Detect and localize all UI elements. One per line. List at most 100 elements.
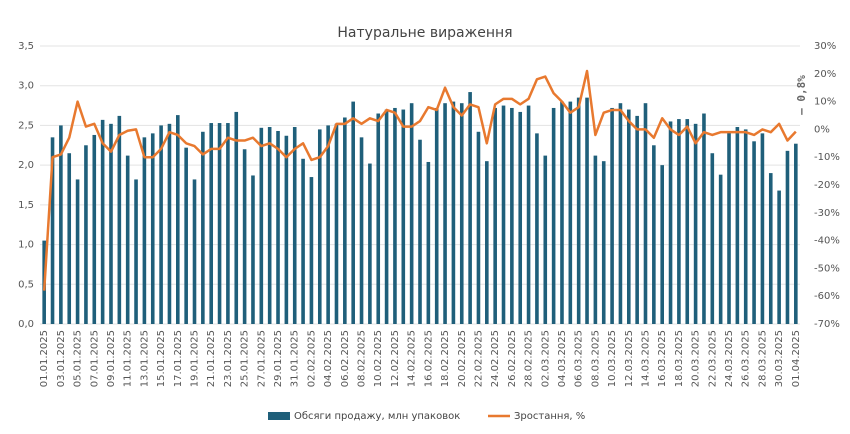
- y2-tick-label: 10%: [814, 97, 836, 108]
- x-tick-label: 26.02.2025: [507, 330, 518, 387]
- bar: [543, 155, 548, 324]
- legend-label: Зростання, %: [514, 411, 585, 422]
- bar: [59, 125, 63, 324]
- bar: [159, 125, 163, 324]
- y2-tick-label: -40%: [814, 236, 840, 247]
- bar: [134, 179, 138, 324]
- bar: [677, 119, 681, 325]
- bar: [476, 131, 481, 324]
- x-tick-label: 18.02.2025: [440, 330, 451, 387]
- bar: [760, 133, 765, 324]
- bar: [393, 107, 397, 324]
- bar: [100, 119, 105, 325]
- bar: [242, 149, 247, 324]
- bar: [50, 137, 55, 324]
- bar: [226, 123, 230, 324]
- chart-title: Натуральне вираження: [337, 25, 512, 41]
- bar: [735, 127, 740, 324]
- x-tick-label: 20.03.2025: [691, 330, 702, 387]
- bar: [176, 115, 180, 324]
- bar: [785, 150, 790, 324]
- bar: [284, 135, 289, 324]
- x-tick-label: 24.03.2025: [724, 330, 735, 387]
- x-tick-label: 07.01.2025: [89, 330, 100, 387]
- bar: [434, 107, 439, 324]
- x-tick-label: 22.02.2025: [473, 330, 484, 387]
- bar: [485, 161, 489, 324]
- x-tick-label: 14.03.2025: [640, 330, 651, 387]
- x-tick-label: 16.03.2025: [657, 330, 668, 387]
- x-tick-label: 06.02.2025: [340, 330, 351, 387]
- bar: [343, 117, 347, 324]
- x-tick-label: 16.02.2025: [423, 330, 434, 387]
- x-tick-label: 10.02.2025: [373, 330, 384, 387]
- bar: [209, 123, 214, 324]
- bar: [610, 107, 614, 324]
- y2-tick-label: 0%: [814, 124, 830, 135]
- bar: [125, 155, 130, 324]
- bar: [251, 175, 255, 324]
- x-tick-label: 12.02.2025: [390, 330, 401, 387]
- bar: [401, 109, 406, 325]
- bar: [685, 119, 690, 325]
- x-tick-label: 21.01.2025: [206, 330, 217, 387]
- bar: [693, 123, 698, 324]
- bar: [67, 153, 72, 324]
- bar: [626, 109, 631, 325]
- x-tick-label: 04.03.2025: [557, 330, 568, 387]
- bar: [359, 137, 364, 324]
- y2-tick-label: -70%: [814, 319, 840, 330]
- bar: [167, 123, 172, 324]
- y2-tick-label: -60%: [814, 291, 840, 302]
- bar: [426, 161, 431, 324]
- bar: [217, 123, 222, 324]
- bar: [643, 103, 648, 324]
- y-tick-label: 0,5: [18, 279, 34, 290]
- bar: [184, 147, 188, 324]
- x-tick-label: 02.02.2025: [306, 330, 317, 387]
- x-tick-label: 08.02.2025: [357, 330, 368, 387]
- bar: [409, 103, 414, 324]
- bar: [652, 145, 656, 324]
- bar: [267, 127, 272, 324]
- bar: [526, 105, 531, 324]
- bar: [743, 129, 748, 324]
- bar: [75, 179, 80, 324]
- x-tick-label: 08.03.2025: [590, 330, 601, 387]
- bar: [451, 101, 456, 324]
- y-tick-label: 3,5: [18, 41, 34, 52]
- x-tick-label: 24.02.2025: [490, 330, 501, 387]
- bar: [192, 179, 197, 324]
- bar: [317, 129, 322, 324]
- x-tick-label: 13.01.2025: [139, 330, 150, 387]
- bar: [601, 161, 606, 324]
- bar: [518, 111, 523, 324]
- y-tick-label: 0,0: [18, 319, 34, 330]
- x-tick-label: 23.01.2025: [223, 330, 234, 387]
- bar: [368, 163, 372, 324]
- annotation: – 0,8%: [795, 75, 808, 115]
- x-tick-label: 26.03.2025: [741, 330, 752, 387]
- bar: [351, 101, 355, 324]
- y2-tick-label: 20%: [814, 69, 836, 80]
- x-tick-label: 20.02.2025: [457, 330, 468, 387]
- x-tick-label: 31.01.2025: [290, 330, 301, 387]
- bar: [710, 153, 715, 324]
- bar: [727, 131, 731, 324]
- bar: [443, 103, 447, 324]
- y2-tick-label: 30%: [814, 41, 836, 52]
- x-tick-label: 22.03.2025: [707, 330, 718, 387]
- bar: [117, 115, 122, 324]
- x-tick-label: 05.01.2025: [73, 330, 84, 387]
- bar: [585, 97, 589, 324]
- bar: [510, 107, 514, 324]
- x-tick-label: 27.01.2025: [256, 330, 267, 387]
- bar: [150, 133, 155, 324]
- bar: [777, 190, 781, 324]
- x-tick-label: 10.03.2025: [607, 330, 618, 387]
- bar: [142, 137, 147, 324]
- bar: [384, 109, 389, 325]
- y-tick-label: 1,0: [18, 240, 34, 251]
- x-tick-label: 04.02.2025: [323, 330, 334, 387]
- y-tick-label: 3,0: [18, 81, 34, 92]
